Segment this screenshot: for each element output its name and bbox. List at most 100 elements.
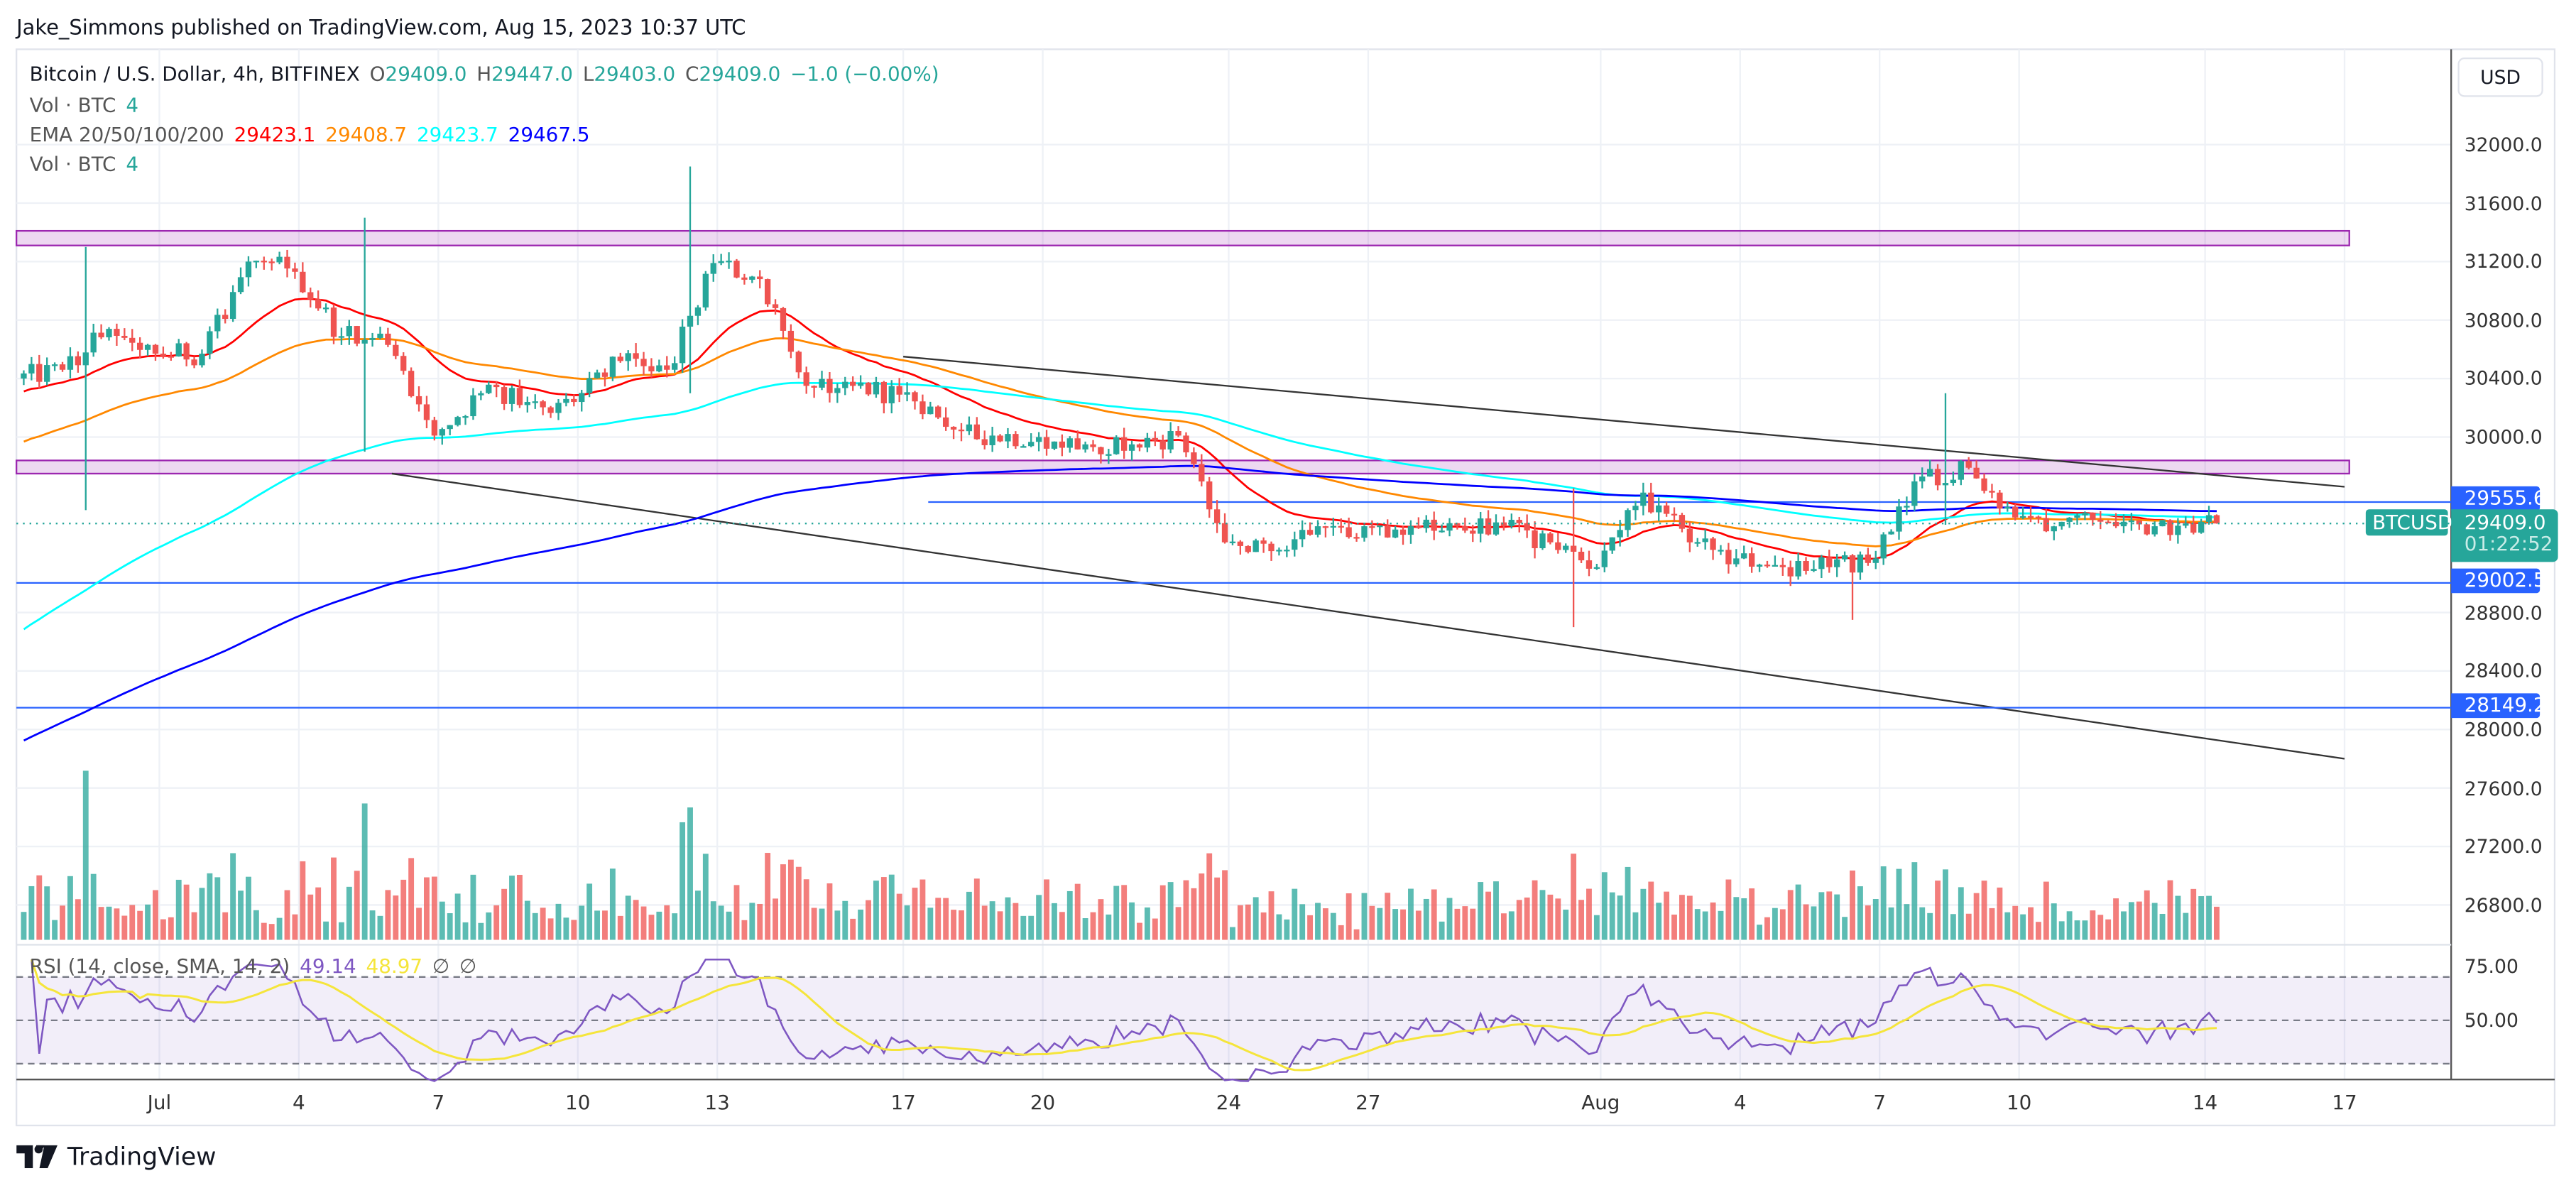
volume-bar <box>1664 891 1670 940</box>
volume-bar <box>222 912 229 940</box>
candle-body <box>1377 525 1383 528</box>
rsi-legend[interactable]: RSI (14, close, SMA, 14, 2) 49.14 48.97 ∅ ∅ <box>30 954 486 977</box>
candle <box>2205 506 2212 525</box>
candle-body <box>880 381 888 403</box>
volume-bar <box>276 917 283 940</box>
candle <box>1221 513 1228 544</box>
time-axis-label: 20 <box>1030 1091 1056 1114</box>
candle-body <box>1958 461 1964 480</box>
volume-bar <box>1586 888 1592 940</box>
candle <box>1826 550 1833 573</box>
candle-body <box>1601 550 1608 567</box>
candle-body <box>640 359 647 366</box>
candle-body <box>1299 530 1306 540</box>
volume-bar <box>919 879 926 940</box>
volume-bar <box>1167 882 1174 940</box>
candle-body <box>1385 525 1391 538</box>
candle <box>385 327 391 347</box>
candle <box>1563 543 1569 553</box>
candle-body <box>726 261 732 263</box>
candle <box>1175 426 1181 437</box>
volume-bar <box>1997 887 2003 940</box>
candle <box>322 303 329 313</box>
volume-bar <box>2144 890 2150 940</box>
volume-bar <box>694 890 701 940</box>
candle <box>1385 519 1391 538</box>
time-axis-label: 17 <box>890 1091 916 1114</box>
candle-body <box>152 344 159 354</box>
candle <box>1330 518 1336 536</box>
candle-body <box>106 329 112 338</box>
candle <box>757 270 763 289</box>
ema20-value: 29423.1 <box>234 123 316 146</box>
ema-legend[interactable]: EMA 20/50/100/200 29423.1 29408.7 29423.7 29… <box>30 124 600 146</box>
currency-button[interactable]: USD <box>2457 57 2543 97</box>
candle-body <box>1934 469 1941 486</box>
candle-body <box>2043 518 2050 532</box>
candle <box>1593 564 1600 570</box>
candle <box>1896 498 1902 540</box>
candle-body <box>764 279 771 305</box>
volume-bar <box>773 898 778 940</box>
tradingview-logo-text: TradingView <box>67 1142 217 1172</box>
candle <box>1074 430 1081 450</box>
candle <box>245 256 252 287</box>
candle-body <box>958 429 965 432</box>
candle-body <box>1175 431 1181 436</box>
volume-bar <box>1578 900 1584 940</box>
volume-bar <box>547 918 554 940</box>
symbol-tag: BTCUSD <box>2365 509 2452 536</box>
candle-body <box>439 429 445 436</box>
candle <box>1632 501 1639 521</box>
candle-body <box>997 435 1003 442</box>
candle <box>1338 518 1344 533</box>
candle <box>2027 506 2034 523</box>
candle <box>2035 516 2042 524</box>
volume-bar <box>1943 869 1948 940</box>
volume-legend[interactable]: Vol · BTC 4 <box>30 94 148 116</box>
candle <box>1051 441 1058 450</box>
candle-body <box>28 364 35 374</box>
candle <box>687 166 694 393</box>
volume-bar <box>121 915 128 940</box>
candle <box>2066 517 2073 528</box>
candle <box>261 256 267 270</box>
candle <box>1106 449 1112 464</box>
candle-body <box>780 307 787 331</box>
symbol-title[interactable]: Bitcoin / U.S. Dollar, 4h, BITFINEX <box>29 62 360 86</box>
candle <box>547 405 554 418</box>
volume-bar <box>1911 862 1918 940</box>
volume-bar <box>1462 906 1468 940</box>
volume-bar <box>850 918 856 940</box>
candle <box>1625 508 1631 537</box>
candle <box>586 371 593 398</box>
candle <box>1439 524 1445 533</box>
candle-body <box>1656 505 1662 513</box>
candle-body <box>330 307 337 337</box>
candle-body <box>1206 481 1213 510</box>
candle-body <box>1191 452 1197 464</box>
candle <box>175 339 182 357</box>
candle <box>2198 518 2205 534</box>
volume-bar <box>261 922 267 940</box>
volume-bar <box>1749 888 1755 940</box>
tradingview-logo[interactable]: TradingView <box>16 1142 217 1172</box>
volume-bar <box>377 915 383 940</box>
volume-bar <box>1066 890 1073 940</box>
candle <box>1013 431 1019 449</box>
time-axis-label: 17 <box>2332 1091 2357 1114</box>
candle <box>1718 545 1724 555</box>
candle-body <box>1950 479 1957 484</box>
volume-bar <box>1632 912 1639 940</box>
volume-legend-2[interactable]: Vol · BTC 4 <box>30 153 148 175</box>
candle <box>749 276 755 283</box>
candle-body <box>229 292 236 320</box>
volume-bar <box>1036 895 1042 940</box>
candle-body <box>98 332 104 338</box>
candle <box>1880 532 1887 565</box>
candle-body <box>919 401 926 415</box>
candle-body <box>1013 434 1019 447</box>
candle-body <box>1213 509 1221 523</box>
candle-body <box>300 271 306 293</box>
